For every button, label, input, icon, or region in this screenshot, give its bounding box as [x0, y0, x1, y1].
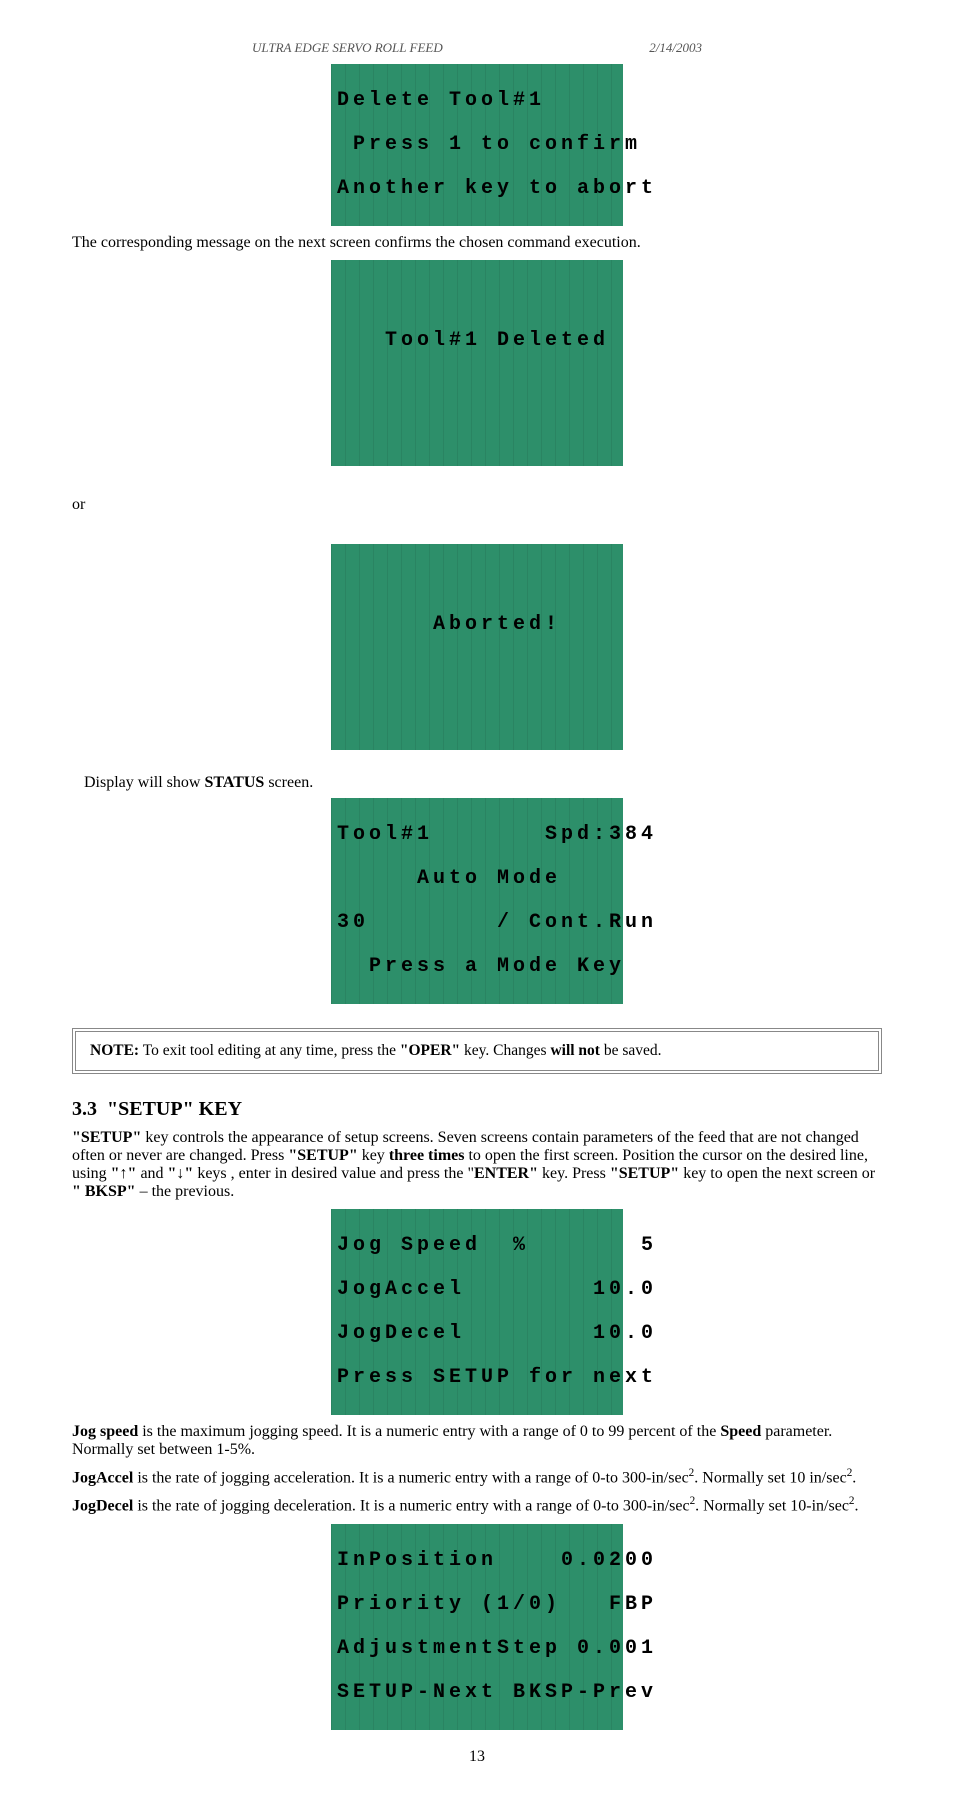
jogspeed-paragraph: Jog speed is the maximum jogging speed. … [72, 1423, 882, 1459]
lcd-row: AdjustmentStep 0.001 [337, 1638, 617, 1660]
or-text: or [72, 496, 882, 514]
lcd-row: Aborted! [337, 614, 617, 636]
bold: "SETUP" [610, 1165, 679, 1182]
text: . [855, 1498, 859, 1515]
lcd-row [337, 570, 617, 592]
jogdecel-paragraph: JogDecel is the rate of jogging decelera… [72, 1495, 882, 1515]
header-date: 2/14/2003 [649, 40, 702, 56]
header-title: ULTRA EDGE SERVO ROLL FEED [252, 40, 443, 56]
text: key [358, 1147, 389, 1164]
lcd-screen-6: InPosition 0.0200 Priority (1/0) FBP Adj… [331, 1524, 623, 1730]
lcd-row: Press 1 to confirm [337, 134, 617, 156]
text: key. Press [538, 1165, 610, 1182]
note-oper: "OPER" [400, 1042, 460, 1059]
bold: "↓" [168, 1165, 194, 1182]
bold: "SETUP" [72, 1129, 141, 1146]
lcd-row: Priority (1/0) FBP [337, 1594, 617, 1616]
lcd-row: Press a Mode Key [337, 956, 617, 978]
text: is the rate of jogging acceleration. It … [133, 1469, 688, 1486]
note-willnot: will not [550, 1042, 600, 1059]
lcd-screen-2: Tool#1 Deleted [331, 260, 623, 466]
text: . Normally set 10 in/sec [694, 1469, 846, 1486]
lcd-row [337, 702, 617, 724]
bold: JogAccel [72, 1469, 133, 1486]
lcd-row: 30 / Cont.Run [337, 912, 617, 934]
lcd-row [337, 374, 617, 396]
note-box: NOTE: To exit tool editing at any time, … [72, 1028, 882, 1074]
lcd-screen-5: Jog Speed % 5 JogAccel 10.0 JogDecel 10.… [331, 1209, 623, 1415]
lcd-row: InPosition 0.0200 [337, 1550, 617, 1572]
note-text: key. Changes [460, 1042, 550, 1059]
lcd-row: Delete Tool#1 [337, 90, 617, 112]
text: is the maximum jogging speed. It is a nu… [138, 1423, 720, 1440]
section-heading: 3.3 "SETUP" KEY [72, 1098, 882, 1121]
status-bold: STATUS [204, 774, 264, 791]
bold: Jog speed [72, 1423, 138, 1440]
status-line: Display will show STATUS screen. [84, 774, 882, 792]
bold: "SETUP" [288, 1147, 357, 1164]
bold: " BKSP" [72, 1183, 136, 1200]
text: – the previous. [136, 1183, 235, 1200]
status-pre: Display will show [84, 774, 204, 791]
bold: Speed [720, 1423, 761, 1440]
bold: "↑" [111, 1165, 137, 1182]
status-post: screen. [264, 774, 313, 791]
bold: ENTER" [474, 1165, 538, 1182]
note-text: To exit tool editing at any time, press … [139, 1042, 400, 1059]
lcd-row: Tool#1 Deleted [337, 330, 617, 352]
text: keys , enter in desired value and press … [193, 1165, 474, 1182]
lcd-row: Another key to abort [337, 178, 617, 200]
section-number: 3.3 [72, 1098, 97, 1120]
page-header: ULTRA EDGE SERVO ROLL FEED 2/14/2003 [72, 40, 882, 56]
text: key to open the next screen or [679, 1165, 875, 1182]
note-text: be saved. [600, 1042, 662, 1059]
lcd-row: JogAccel 10.0 [337, 1279, 617, 1301]
lcd-screen-4: Tool#1 Spd:384 Auto Mode 30 / Cont.Run P… [331, 798, 623, 1004]
lcd-row: Tool#1 Spd:384 [337, 824, 617, 846]
setup-paragraph: "SETUP" key controls the appearance of s… [72, 1129, 882, 1201]
body-text: The corresponding message on the next sc… [72, 234, 882, 252]
text: . Normally set 10-in/sec [695, 1498, 849, 1515]
lcd-row: SETUP-Next BKSP-Prev [337, 1682, 617, 1704]
lcd-row: Press SETUP for next [337, 1367, 617, 1389]
jogaccel-paragraph: JogAccel is the rate of jogging accelera… [72, 1467, 882, 1487]
lcd-screen-1: Delete Tool#1 Press 1 to confirm Another… [331, 64, 623, 226]
section-title: "SETUP" KEY [107, 1098, 242, 1120]
bold: JogDecel [72, 1498, 133, 1515]
lcd-row [337, 286, 617, 308]
note-label: NOTE: [90, 1042, 139, 1059]
text: and [136, 1165, 167, 1182]
text: . [852, 1469, 856, 1486]
page-number: 13 [72, 1748, 882, 1766]
lcd-row: Jog Speed % 5 [337, 1235, 617, 1257]
lcd-row: Auto Mode [337, 868, 617, 890]
lcd-row: JogDecel 10.0 [337, 1323, 617, 1345]
text: is the rate of jogging deceleration. It … [133, 1498, 689, 1515]
bold: three times [389, 1147, 465, 1164]
lcd-screen-3: Aborted! [331, 544, 623, 750]
lcd-row [337, 418, 617, 440]
lcd-row [337, 658, 617, 680]
